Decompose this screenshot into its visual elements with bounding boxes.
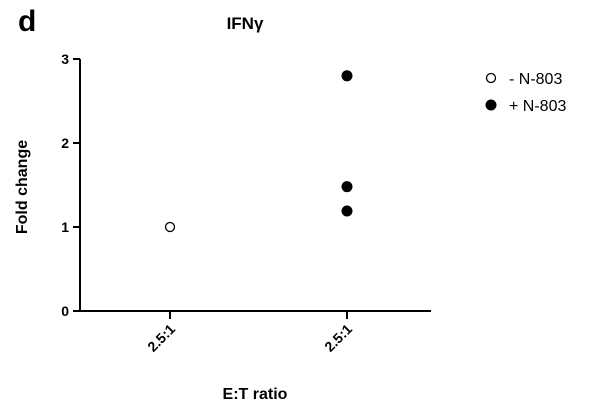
y-tick-label: 2	[61, 135, 69, 151]
legend: - N-803 + N-803	[485, 71, 566, 115]
x-ticks: 2.5:1 2.5:1	[144, 311, 355, 355]
data-point-plus-n803	[341, 205, 353, 217]
legend-label: - N-803	[509, 71, 562, 88]
legend-marker-minus-n803	[485, 72, 497, 84]
y-axis-label: Fold change	[14, 140, 31, 234]
data-points	[164, 70, 353, 233]
legend-marker-plus-n803	[485, 99, 497, 111]
data-point-minus-n803	[164, 221, 176, 233]
y-ticks: 0 1 2 3	[61, 51, 80, 319]
panel-letter: d	[18, 5, 36, 38]
x-tick-label: 2.5:1	[321, 321, 355, 355]
x-axis-label: E:T ratio	[223, 386, 288, 403]
data-point-plus-n803	[341, 70, 353, 82]
chart-title: IFNγ	[227, 14, 264, 33]
x-tick-label: 2.5:1	[144, 321, 178, 355]
data-point-plus-n803	[341, 181, 353, 193]
legend-label: + N-803	[509, 98, 566, 115]
y-tick-label: 1	[61, 219, 69, 235]
y-tick-label: 3	[61, 51, 69, 67]
y-tick-label: 0	[61, 303, 69, 319]
